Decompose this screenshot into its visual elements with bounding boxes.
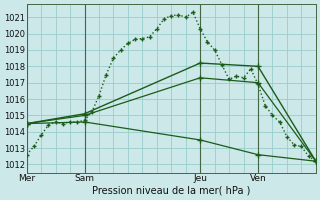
X-axis label: Pression niveau de la mer( hPa ): Pression niveau de la mer( hPa ) <box>92 186 251 196</box>
